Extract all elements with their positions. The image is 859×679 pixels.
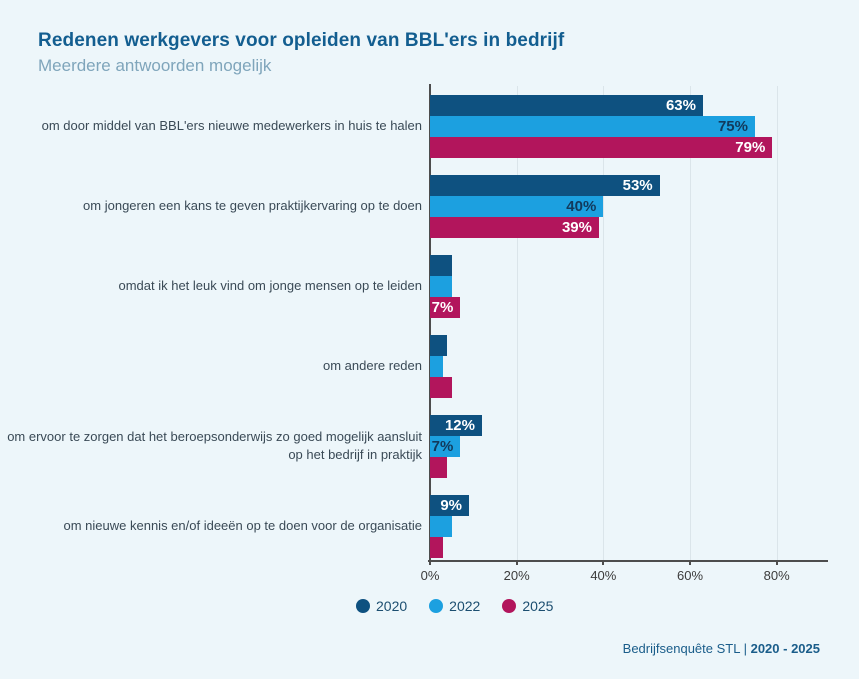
bar-2025: 79%	[430, 136, 773, 158]
bar-2020: 12%	[430, 414, 482, 436]
chart-header: Redenen werkgevers voor opleiden van BBL…	[38, 30, 564, 76]
bar-2022	[430, 355, 443, 377]
legend-label: 2025	[522, 598, 554, 614]
legend-label: 2020	[376, 598, 408, 614]
bar-2025	[430, 456, 448, 478]
bar-value-label: 7%	[431, 437, 454, 455]
bar-group-6: om nieuwe kennis en/of ideeën op te doen…	[0, 486, 826, 566]
legend-dot-2020	[356, 599, 370, 613]
source-note: Bedrijfsenquête STL | 2020 - 2025	[623, 641, 820, 656]
bar-chart: om door middel van BBL'ers nieuwe medewe…	[0, 86, 826, 566]
legend: 2020 2022 2025	[356, 598, 553, 614]
bar-2025	[430, 536, 443, 558]
bar-value-label: 7%	[431, 298, 454, 316]
bar-value-label: 63%	[665, 96, 696, 114]
bar-2022: 75%	[430, 115, 755, 137]
category-label: om jongeren een kans te geven praktijker…	[83, 198, 422, 214]
bar-value-label: 53%	[622, 176, 653, 194]
bar-group-4: om andere reden	[0, 326, 826, 406]
category-label: omdat ik het leuk vind om jonge mensen o…	[118, 278, 422, 294]
bar-value-label: 75%	[717, 117, 748, 135]
bar-group-bars: 9%	[430, 494, 820, 558]
bar-2020: 53%	[430, 174, 660, 196]
legend-dot-2022	[429, 599, 444, 613]
legend-label: 2022	[449, 598, 481, 614]
bar-value-label: 39%	[561, 218, 592, 236]
bar-group-bars: 7%	[430, 254, 820, 318]
bar-value-label: 79%	[735, 138, 766, 156]
bar-2022: 40%	[430, 195, 604, 217]
bar-group-bars: 53% 40% 39%	[430, 174, 820, 238]
x-tick-label-20: 20%	[503, 568, 530, 583]
category-label: om nieuwe kennis en/of ideeën op te doen…	[63, 518, 422, 534]
bar-2020	[430, 254, 452, 276]
bar-2020: 63%	[430, 94, 703, 116]
page-subtitle: Meerdere antwoorden mogelijk	[38, 56, 272, 75]
x-tick-label-60: 60%	[676, 568, 704, 583]
bar-group-bars: 12% 7%	[430, 414, 820, 478]
legend-item-2020: 2020	[356, 598, 407, 614]
x-tick-label-40: 40%	[590, 568, 617, 583]
source-range: 2020 - 2025	[750, 641, 820, 656]
bar-2020	[430, 334, 448, 356]
legend-item-2025: 2025	[502, 598, 553, 614]
bar-value-label: 12%	[444, 416, 475, 434]
category-label: om andere reden	[322, 358, 422, 374]
category-label: om ervoor te zorgen dat het beroepsonder…	[7, 429, 422, 462]
bar-group-bars: 63% 75% 79%	[430, 94, 820, 158]
bar-2025: 39%	[430, 216, 599, 238]
bar-group-2: om jongeren een kans te geven praktijker…	[0, 166, 826, 246]
bar-group-bars	[430, 334, 820, 398]
bar-2025: 7%	[430, 296, 461, 318]
bar-2022	[430, 515, 452, 537]
category-label: om door middel van BBL'ers nieuwe medewe…	[41, 118, 422, 134]
bar-2020: 9%	[430, 494, 469, 516]
bar-group-1: om door middel van BBL'ers nieuwe medewe…	[0, 86, 826, 166]
source-text: Bedrijfsenquête STL |	[622, 641, 747, 656]
page-title: Redenen werkgevers voor opleiden van BBL…	[38, 30, 565, 51]
bar-value-label: 9%	[440, 496, 462, 514]
bar-2022	[430, 275, 452, 297]
bar-value-label: 40%	[566, 197, 597, 215]
legend-dot-2025	[502, 599, 517, 613]
bar-2022: 7%	[430, 435, 461, 457]
x-tick-label-80: 80%	[763, 568, 790, 583]
legend-item-2022: 2022	[429, 598, 480, 614]
bar-group-3: omdat ik het leuk vind om jonge mensen o…	[0, 246, 826, 326]
bar-group-5: om ervoor te zorgen dat het beroepsonder…	[0, 406, 826, 486]
x-tick-label-0: 0%	[420, 568, 440, 583]
bar-2025	[430, 376, 452, 398]
